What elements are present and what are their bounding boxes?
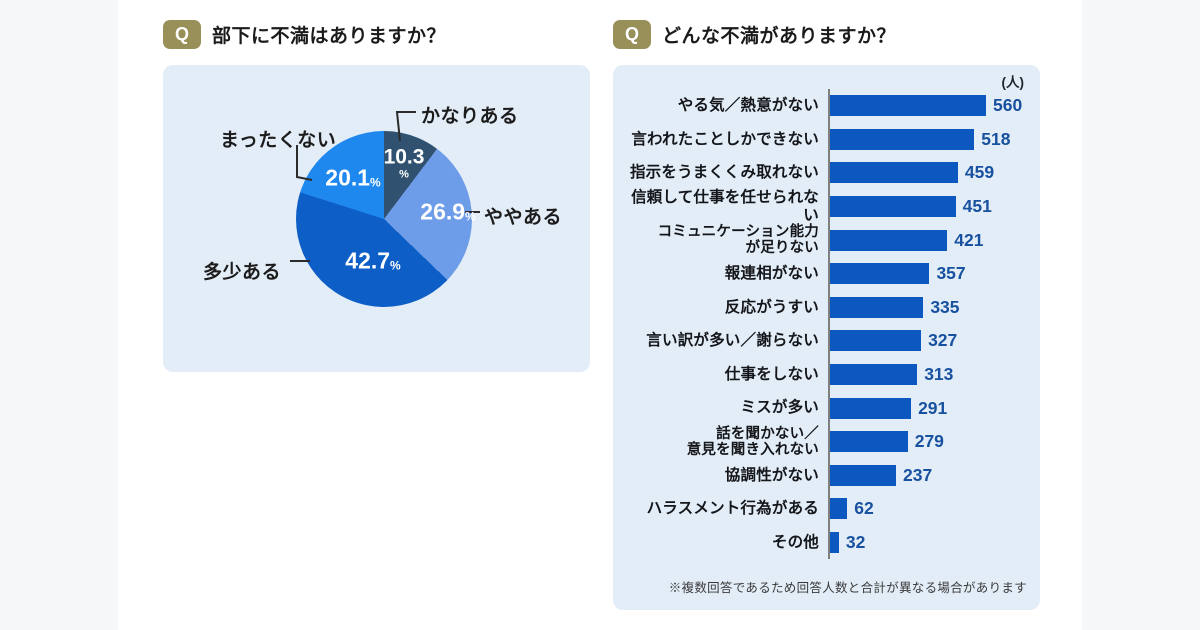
bar-category-label: 話を聞かない／ 意見を聞き入れない xyxy=(686,425,819,458)
pie-slice-label: ややある xyxy=(484,207,563,228)
bar-category-label: 言われたことしかできない xyxy=(631,130,819,148)
bar xyxy=(830,397,912,419)
bar-track: 451 xyxy=(828,189,1028,224)
footnote: ※複数回答であるため回答人数と合計が異なる場合があります xyxy=(668,581,1027,595)
bar-value: 327 xyxy=(928,330,958,351)
pie-slice-value: 20.1% xyxy=(325,164,381,191)
bar-category-label: 信頼して仕事を任せられない xyxy=(631,189,819,224)
pie-question-title: 部下に不満はありますか？ xyxy=(212,26,447,47)
pie-slice-value: 10.3% xyxy=(383,145,425,181)
bar-track: 279 xyxy=(828,424,1028,459)
bar-category-label: 報連相がない xyxy=(724,265,819,283)
pie-slice-label: まったくない xyxy=(220,130,337,151)
bar-value: 237 xyxy=(903,464,933,485)
bar xyxy=(830,364,918,386)
bar-category-label: 仕事をしない xyxy=(724,365,819,383)
bar-track: 421 xyxy=(828,223,1028,257)
bar-row: ミスが多い 291 xyxy=(625,391,1028,425)
bar xyxy=(830,229,948,251)
bar-track: 518 xyxy=(828,122,1028,157)
bar-track: 327 xyxy=(828,324,1028,358)
bar-value: 560 xyxy=(993,95,1023,116)
bar-row: コミュニケーション能力 が足りない 421 xyxy=(625,223,1028,257)
bar xyxy=(830,95,986,117)
bar-value: 313 xyxy=(924,364,954,385)
bar-row: 言い訳が多い／謝らない 327 xyxy=(625,324,1028,358)
bar-value: 451 xyxy=(962,196,992,217)
q-badge-icon: Q xyxy=(613,20,651,49)
bar-category-label: 協調性がない xyxy=(724,466,819,484)
bar-value: 459 xyxy=(964,162,995,183)
bar-category-label: 言い訳が多い／謝らない xyxy=(646,332,819,350)
bar-row: 仕事をしない 313 xyxy=(625,357,1028,392)
bar-category-label: 指示をうまくくみ取れない xyxy=(629,164,819,182)
bar xyxy=(830,330,922,352)
bar-question-header: Q どんな不満がありますか？ xyxy=(613,20,896,49)
bar-value: 421 xyxy=(954,229,984,250)
bar-track: 459 xyxy=(828,156,1028,190)
bar-track: 560 xyxy=(828,89,1028,123)
bar-track: 291 xyxy=(828,391,1028,425)
bar-category-label: ハラスメント行為がある xyxy=(646,500,819,518)
bar-question-title: どんな不満がありますか？ xyxy=(662,26,897,47)
bar-category-label: コミュニケーション能力 が足りない xyxy=(657,223,819,257)
pie-slice-value: 26.9% xyxy=(420,198,476,225)
bar xyxy=(830,263,930,285)
bar-track: 313 xyxy=(828,357,1028,392)
bar-value: 62 xyxy=(854,498,874,519)
bar-track: 335 xyxy=(828,290,1028,325)
bar-chart-panel: (人) やる気／熱意がない 560 言われたことしかできない 518 指示をうまくくみ取… xyxy=(613,65,1040,610)
bar xyxy=(830,162,958,184)
bar-row: 報連相がない 357 xyxy=(625,256,1028,291)
pie-slice-value: 42.7% xyxy=(345,247,401,274)
bar-category-label: ミスが多い xyxy=(740,399,819,417)
bar-value: 357 xyxy=(936,263,966,284)
bar xyxy=(830,196,956,218)
bar xyxy=(830,128,975,150)
bar-category-label: その他 xyxy=(771,533,819,551)
bar-rows: やる気／熱意がない 560 言われたことしかできない 518 指示をうまくくみ取れない 4… xyxy=(625,89,1028,560)
bar-track: 62 xyxy=(828,492,1028,526)
bar-row: やる気／熱意がない 560 xyxy=(625,89,1028,123)
pie-chart-panel: かなりある 10.3% ややある 26.9% 多少ある 42.7% まったくない 20.1% xyxy=(163,65,590,372)
bar xyxy=(830,498,848,520)
bar-value: 518 xyxy=(981,128,1011,149)
bar xyxy=(830,532,839,554)
bar-row: その他 32 xyxy=(625,525,1028,560)
pie-slice-label: 多少ある xyxy=(203,262,282,283)
bar-track: 32 xyxy=(828,525,1028,560)
pie-chart xyxy=(296,131,472,307)
pie-slice-label: かなりある xyxy=(421,106,519,127)
bar-track: 357 xyxy=(828,256,1028,291)
pie-question-header: Q 部下に不満はありますか？ xyxy=(163,20,446,49)
bar xyxy=(830,431,908,453)
bar-value: 32 xyxy=(845,532,866,553)
bar-category-label: やる気／熱意がない xyxy=(677,97,819,115)
bar-row: 信頼して仕事を任せられない 451 xyxy=(625,189,1028,224)
bar-track: 237 xyxy=(828,458,1028,493)
bar-value: 335 xyxy=(930,296,960,317)
q-badge-icon: Q xyxy=(163,20,201,49)
bar-value: 279 xyxy=(914,431,944,452)
bar-row: 指示をうまくくみ取れない 459 xyxy=(625,156,1028,190)
bar-category-label: 反応がうすい xyxy=(724,298,819,316)
bar xyxy=(830,464,897,486)
bar xyxy=(830,296,924,318)
bar-value: 291 xyxy=(918,397,948,418)
unit-label: (人) xyxy=(1001,75,1025,90)
bar-row: 話を聞かない／ 意見を聞き入れない 279 xyxy=(625,424,1028,459)
bar-row: 言われたことしかできない 518 xyxy=(625,122,1028,157)
bar-row: 反応がうすい 335 xyxy=(625,290,1028,325)
bar-row: ハラスメント行為がある 62 xyxy=(625,492,1028,526)
bar-row: 協調性がない 237 xyxy=(625,458,1028,493)
